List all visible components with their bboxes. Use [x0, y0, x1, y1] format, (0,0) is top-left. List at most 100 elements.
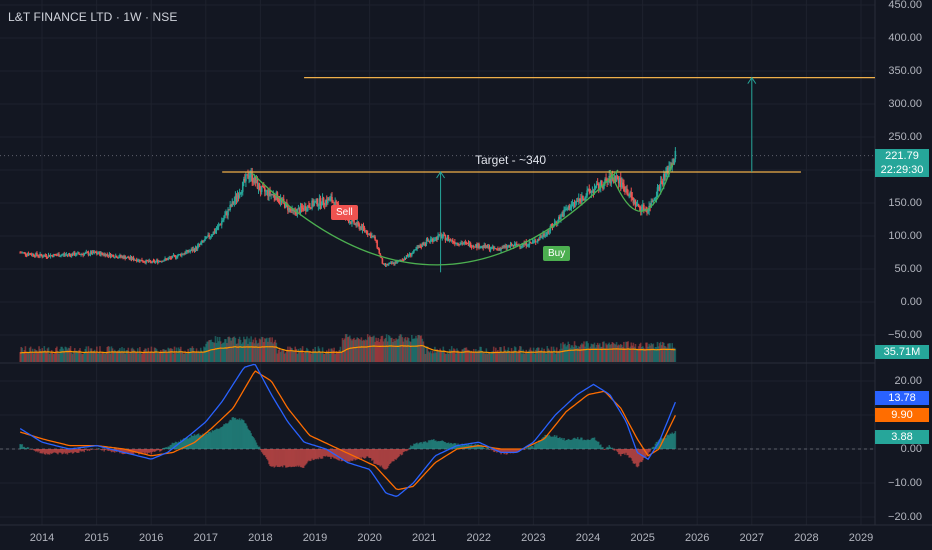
macd-histogram-bar [489, 448, 492, 450]
volume-bar [605, 343, 607, 362]
volume-bar [35, 350, 37, 362]
volume-bar [610, 344, 613, 362]
volume-bar [528, 349, 531, 362]
candle-body [229, 204, 231, 210]
volume-bar [122, 352, 124, 362]
macd-histogram-bar [318, 449, 321, 458]
volume-bar [72, 350, 75, 362]
volume-bar [63, 350, 66, 362]
macd-histogram-bar [86, 449, 89, 451]
volume-bar [640, 347, 643, 362]
macd-histogram-bar [163, 447, 165, 449]
candle-body [93, 251, 96, 254]
macd-histogram-bar [40, 449, 42, 454]
candle-body [613, 175, 616, 180]
volume-bar [400, 334, 403, 362]
macd-histogram-bar [20, 444, 23, 449]
candle-body [514, 243, 517, 245]
volume-bar [312, 348, 314, 362]
candle-body [209, 236, 212, 238]
macd-histogram-bar [100, 449, 102, 450]
candle-body [459, 244, 461, 246]
candle-body [597, 183, 600, 190]
volume-bar [213, 342, 216, 362]
macd-histogram-bar [356, 449, 359, 460]
candle-body [327, 198, 329, 204]
volume-bar [440, 350, 443, 362]
macd-histogram-bar [479, 446, 481, 449]
macd-histogram-bar [423, 441, 426, 449]
macd-histogram-bar [292, 449, 294, 467]
candle-body [376, 240, 378, 248]
volume-bar [615, 342, 618, 362]
macd-histogram-bar [419, 442, 422, 449]
macd-histogram-bar [223, 424, 225, 449]
macd-histogram-bar [327, 449, 329, 457]
candle-body [321, 197, 324, 206]
volume-bar [93, 349, 96, 362]
candle-body [533, 240, 536, 242]
volume-bar [287, 346, 289, 362]
candle-body [542, 233, 544, 237]
candle-body [393, 262, 395, 265]
macd-histogram-bar [457, 443, 459, 449]
candle-body [534, 240, 537, 243]
volume-bar [197, 350, 200, 362]
volume-bar [453, 348, 455, 362]
candle-body [553, 222, 556, 226]
candle-body [464, 242, 467, 244]
symbol-title[interactable]: L&T FINANCE LTD · 1W · NSE [8, 10, 178, 24]
volume-bar [313, 351, 315, 362]
macd-histogram-bar [546, 434, 549, 449]
signal-badge: 9.90 [875, 408, 929, 422]
volume-bar [594, 347, 597, 362]
volume-bar [498, 352, 500, 362]
macd-histogram-bar [167, 446, 170, 449]
macd-histogram-bar [65, 449, 68, 454]
target-annotation: Target - ~340 [475, 153, 547, 167]
macd-histogram-bar [551, 436, 554, 449]
macd-histogram-bar [346, 449, 349, 462]
candle-body [411, 253, 413, 256]
volume-bar [356, 337, 359, 362]
macd-histogram-bar [253, 438, 256, 449]
macd-histogram-bar [637, 449, 640, 467]
volume-bar [658, 343, 661, 362]
volume-bar [329, 353, 331, 362]
candle-body [575, 200, 578, 203]
volume-bar [363, 340, 366, 362]
macd-histogram-bar [407, 449, 410, 450]
volume-bar [91, 351, 94, 362]
macd-histogram-bar [663, 437, 665, 449]
volume-bar [663, 342, 665, 362]
candle-body [674, 150, 677, 160]
volume-bar [219, 341, 222, 362]
candle-body [26, 253, 29, 255]
macd-histogram-bar [502, 449, 504, 453]
volume-bar [209, 340, 212, 362]
macd-histogram-bar [298, 449, 301, 466]
candle-body [314, 201, 317, 203]
volume-bar [462, 349, 465, 362]
candle-body [265, 190, 267, 192]
macd-histogram-bar [103, 449, 105, 452]
candle-body [661, 182, 664, 185]
time-axis-label: 2014 [29, 532, 55, 544]
volume-bar [46, 348, 49, 362]
macd-histogram-bar [28, 449, 31, 450]
volume-bar [459, 353, 461, 362]
macd-histogram-bar [548, 434, 551, 449]
macd-histogram-bar [193, 434, 196, 449]
volume-bar [451, 350, 454, 362]
macd-histogram-bar [644, 449, 646, 457]
macd-histogram-bar [538, 440, 540, 449]
volume-bar [228, 336, 230, 362]
volume-bar [421, 338, 424, 362]
target-arrow-head [747, 76, 757, 84]
volume-bar [612, 342, 615, 362]
volume-bar [185, 352, 187, 362]
volume-bar [78, 349, 80, 362]
candle-body [114, 255, 117, 258]
candle-body [217, 225, 220, 227]
